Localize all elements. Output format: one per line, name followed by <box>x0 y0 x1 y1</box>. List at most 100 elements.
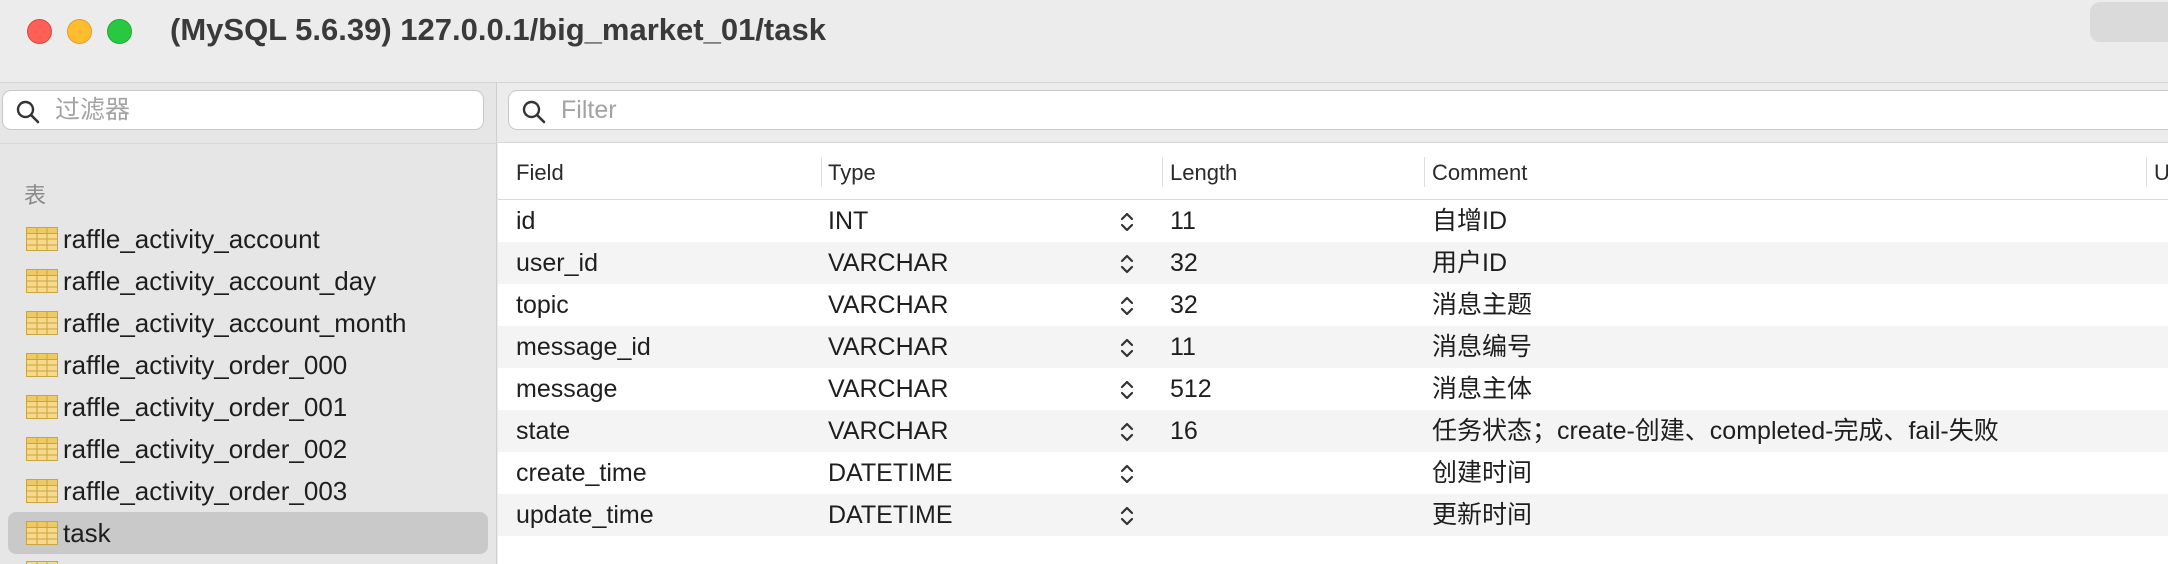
table-row[interactable]: state VARCHAR 16 任务状态；create-创建、completed-完… <box>498 410 2168 452</box>
sidebar-table-item[interactable]: raffle_activity_order_002 <box>8 428 488 470</box>
table-icon <box>26 227 58 251</box>
minimize-window-button[interactable] <box>67 19 92 44</box>
length-cell[interactable]: 11 <box>1170 207 1196 235</box>
sidebar-table-name: raffle_activity_order_003 <box>63 475 348 506</box>
table-icon <box>26 353 58 377</box>
field-cell[interactable]: update_time <box>516 501 654 529</box>
comment-cell[interactable]: 任务状态；create-创建、completed-完成、fail-失败 <box>1432 417 1999 445</box>
up-down-chevron-icon[interactable] <box>1119 295 1135 317</box>
field-cell[interactable]: topic <box>516 291 569 319</box>
table-icon <box>26 311 58 335</box>
type-cell[interactable]: VARCHAR <box>828 417 949 445</box>
sidebar: 表 raffle_activity_accountraffle_activity… <box>0 83 497 564</box>
up-down-chevron-icon[interactable] <box>1119 337 1135 359</box>
type-cell[interactable]: VARCHAR <box>828 249 949 277</box>
sidebar-table-name: raffle_activity_order_001 <box>63 391 348 422</box>
comment-cell[interactable]: 消息主题 <box>1432 291 1533 319</box>
sidebar-divider <box>0 143 497 144</box>
type-cell[interactable]: VARCHAR <box>828 375 949 403</box>
field-cell[interactable]: message_id <box>516 333 651 361</box>
toolbar-button[interactable] <box>2090 2 2168 42</box>
length-cell[interactable]: 32 <box>1170 291 1198 319</box>
sidebar-filter-input[interactable] <box>55 93 463 127</box>
comment-cell[interactable]: 更新时间 <box>1432 501 1533 529</box>
up-down-chevron-icon[interactable] <box>1119 463 1135 485</box>
table-icon <box>26 479 58 503</box>
comment-cell[interactable]: 消息主体 <box>1432 375 1533 403</box>
column-header-field[interactable]: Field <box>516 160 564 185</box>
close-window-button[interactable] <box>27 19 52 44</box>
type-cell[interactable]: DATETIME <box>828 459 953 487</box>
comment-cell[interactable]: 自增ID <box>1432 207 1508 235</box>
structure-pane: Field Type Length Comment U id INT 11 自增ID u… <box>498 83 2168 564</box>
title-bar: (MySQL 5.6.39) 127.0.0.1/big_market_01/t… <box>0 0 2168 83</box>
field-filter-input[interactable] <box>561 93 2061 127</box>
comment-cell[interactable]: 创建时间 <box>1432 459 1533 487</box>
column-header-next[interactable]: U <box>2154 160 2168 185</box>
column-header-length[interactable]: Length <box>1170 160 1238 185</box>
table-header: Field Type Length Comment U <box>498 145 2168 200</box>
structure-table: Field Type Length Comment U id INT 11 自增ID u… <box>498 145 2168 536</box>
sidebar-table-item[interactable]: raffle_activity_account_day <box>8 260 488 302</box>
column-divider[interactable] <box>2146 157 2147 187</box>
search-icon <box>522 100 546 124</box>
sidebar-table-name: raffle_activity_account_day <box>63 265 377 296</box>
up-down-chevron-icon[interactable] <box>1119 253 1135 275</box>
field-cell[interactable]: user_id <box>516 249 598 277</box>
table-icon <box>26 269 58 293</box>
table-icon <box>26 437 58 461</box>
sidebar-table-item[interactable]: raffle_activity_account <box>8 218 488 260</box>
sidebar-table-name: raffle_activity_account <box>63 223 320 254</box>
up-down-chevron-icon[interactable] <box>1119 421 1135 443</box>
table-row[interactable]: message VARCHAR 512 消息主体 <box>498 368 2168 410</box>
length-cell[interactable]: 16 <box>1170 417 1198 445</box>
sidebar-table-name: raffle_activity_order_002 <box>63 433 348 464</box>
comment-cell[interactable]: 用户ID <box>1432 249 1508 277</box>
table-row[interactable]: user_id VARCHAR 32 用户ID <box>498 242 2168 284</box>
table-icon <box>26 521 58 545</box>
table-icon <box>26 561 58 564</box>
type-cell[interactable]: VARCHAR <box>828 291 949 319</box>
column-divider[interactable] <box>1162 157 1163 187</box>
field-cell[interactable]: create_time <box>516 459 647 487</box>
table-row[interactable]: id INT 11 自增ID <box>498 200 2168 242</box>
table-icon <box>26 395 58 419</box>
field-cell[interactable]: id <box>516 207 536 235</box>
type-cell[interactable]: VARCHAR <box>828 333 949 361</box>
sidebar-table-name: task <box>63 517 111 548</box>
field-cell[interactable]: message <box>516 375 618 403</box>
sidebar-table-name: raffle_activity_account_month <box>63 307 407 338</box>
length-cell[interactable]: 32 <box>1170 249 1198 277</box>
column-header-comment[interactable]: Comment <box>1432 160 1528 185</box>
type-cell[interactable]: DATETIME <box>828 501 953 529</box>
type-cell[interactable]: INT <box>828 207 869 235</box>
up-down-chevron-icon[interactable] <box>1119 211 1135 233</box>
sidebar-table-item[interactable]: raffle_activity_order_001 <box>8 386 488 428</box>
table-row[interactable]: topic VARCHAR 32 消息主题 <box>498 284 2168 326</box>
up-down-chevron-icon[interactable] <box>1119 505 1135 527</box>
field-cell[interactable]: state <box>516 417 571 445</box>
zoom-window-button[interactable] <box>107 19 132 44</box>
sidebar-filter-field[interactable] <box>2 90 484 130</box>
column-divider[interactable] <box>1424 157 1425 187</box>
column-divider[interactable] <box>821 157 822 187</box>
field-filter-field[interactable] <box>508 90 2168 130</box>
window-title: (MySQL 5.6.39) 127.0.0.1/big_market_01/t… <box>170 12 826 47</box>
column-header-type[interactable]: Type <box>828 160 876 185</box>
sidebar-table-item[interactable]: raffle_activity_order_003 <box>8 470 488 512</box>
length-cell[interactable]: 512 <box>1170 375 1212 403</box>
sidebar-table-item[interactable]: raffle_activity_order_000 <box>8 344 488 386</box>
comment-cell[interactable]: 消息编号 <box>1432 333 1533 361</box>
sidebar-table-name: raffle_activity_order_000 <box>63 349 348 380</box>
search-icon <box>16 100 40 124</box>
table-row[interactable]: message_id VARCHAR 11 消息编号 <box>498 326 2168 368</box>
sidebar-table-item[interactable]: task <box>8 512 488 554</box>
table-body: id INT 11 自增ID user_id VARCHAR 32 用户ID topic VARC… <box>498 200 2168 536</box>
up-down-chevron-icon[interactable] <box>1119 379 1135 401</box>
table-row[interactable]: update_time DATETIME 更新时间 <box>498 494 2168 536</box>
sidebar-table-item[interactable]: raffle_activity_account_month <box>8 302 488 344</box>
table-list: raffle_activity_account raffle_activity_a… <box>8 218 488 554</box>
tables-section-label: 表 <box>24 183 47 208</box>
table-row[interactable]: create_time DATETIME 创建时间 <box>498 452 2168 494</box>
length-cell[interactable]: 11 <box>1170 333 1196 361</box>
